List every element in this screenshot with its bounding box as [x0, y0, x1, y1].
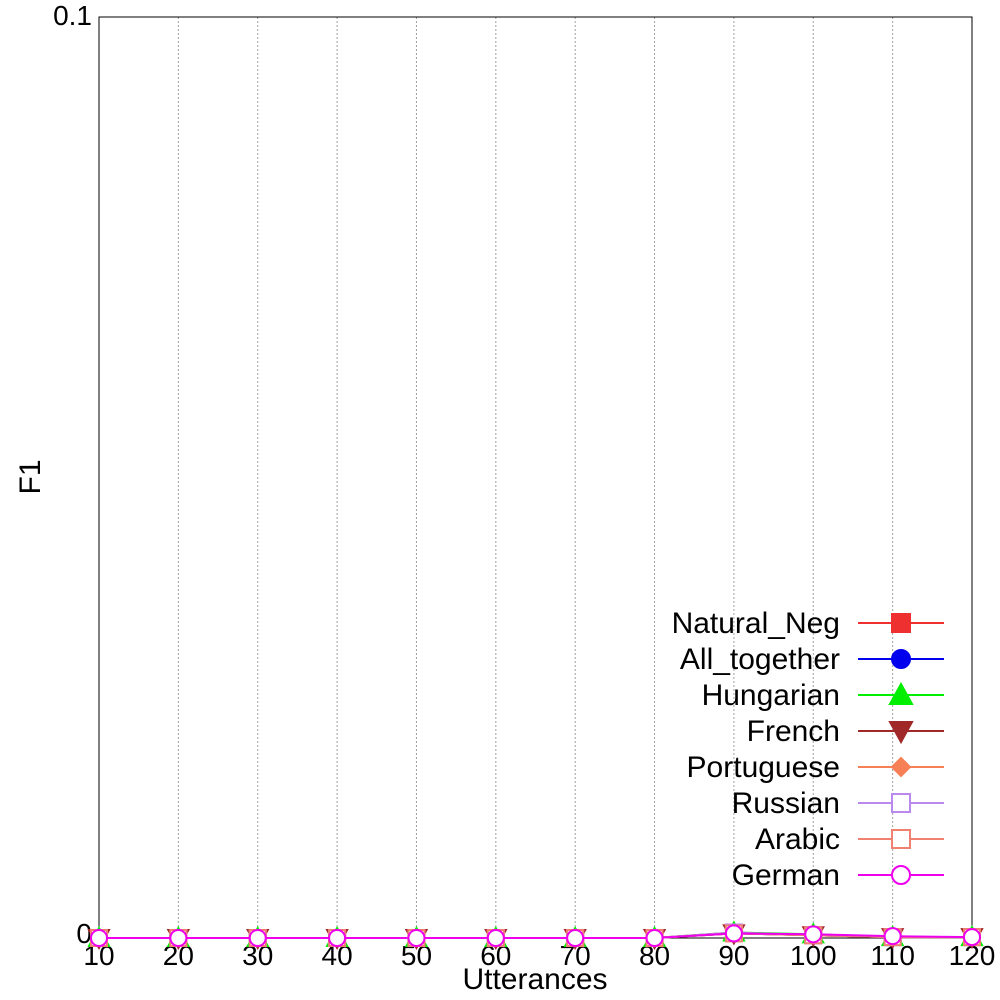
- legend-marker: [890, 756, 912, 778]
- legend-marker: [891, 613, 911, 633]
- legend-label: Portuguese: [687, 751, 840, 784]
- legend-item-german: German: [732, 859, 944, 892]
- legend-label: All_together: [680, 643, 840, 676]
- legend-marker: [891, 829, 911, 849]
- legend-marker: [891, 865, 911, 885]
- series-group: [87, 920, 984, 951]
- legend-label: German: [732, 859, 840, 892]
- legend-label: Hungarian: [702, 679, 840, 712]
- data-point-german-80: [645, 929, 664, 947]
- y-axis-title: F1: [14, 459, 47, 494]
- series-german: [90, 924, 981, 947]
- legend-item-hungarian: Hungarian: [702, 679, 944, 712]
- series-line-german: [99, 932, 973, 939]
- legend-label: Russian: [732, 787, 840, 820]
- legend-label: Arabic: [755, 823, 840, 856]
- data-point-german-60: [486, 929, 505, 947]
- legend-item-french: French: [747, 715, 944, 748]
- data-point-german-20: [169, 929, 188, 947]
- legend-item-russian: Russian: [732, 787, 944, 820]
- legend-item-all-together: All_together: [680, 643, 944, 676]
- y-tick-label: 0: [76, 918, 92, 949]
- data-point-german-30: [248, 929, 267, 947]
- legend-item-portuguese: Portuguese: [687, 751, 944, 784]
- data-point-german-70: [566, 929, 585, 947]
- data-point-german-120: [963, 928, 981, 947]
- data-point-german-110: [883, 927, 902, 946]
- legend-marker: [891, 649, 911, 669]
- x-axis-title: Utterances: [462, 963, 607, 996]
- legend: Natural_NegAll_togetherHungarianFrenchPo…: [672, 607, 944, 892]
- legend-marker: [891, 793, 911, 813]
- data-point-german-40: [328, 929, 347, 947]
- data-point-german-90: [724, 924, 743, 943]
- grid-lines: [177, 17, 894, 938]
- legend-item-natural-neg: Natural_Neg: [672, 607, 944, 640]
- y-tick-label: 0.1: [53, 0, 92, 31]
- data-point-german-50: [407, 929, 426, 947]
- legend-item-arabic: Arabic: [755, 823, 944, 856]
- legend-label: Natural_Neg: [672, 607, 840, 640]
- legend-marker: [888, 721, 914, 745]
- data-point-german-100: [804, 925, 823, 944]
- legend-marker: [888, 681, 914, 705]
- legend-label: French: [747, 715, 840, 748]
- data-point-german-10: [90, 929, 108, 947]
